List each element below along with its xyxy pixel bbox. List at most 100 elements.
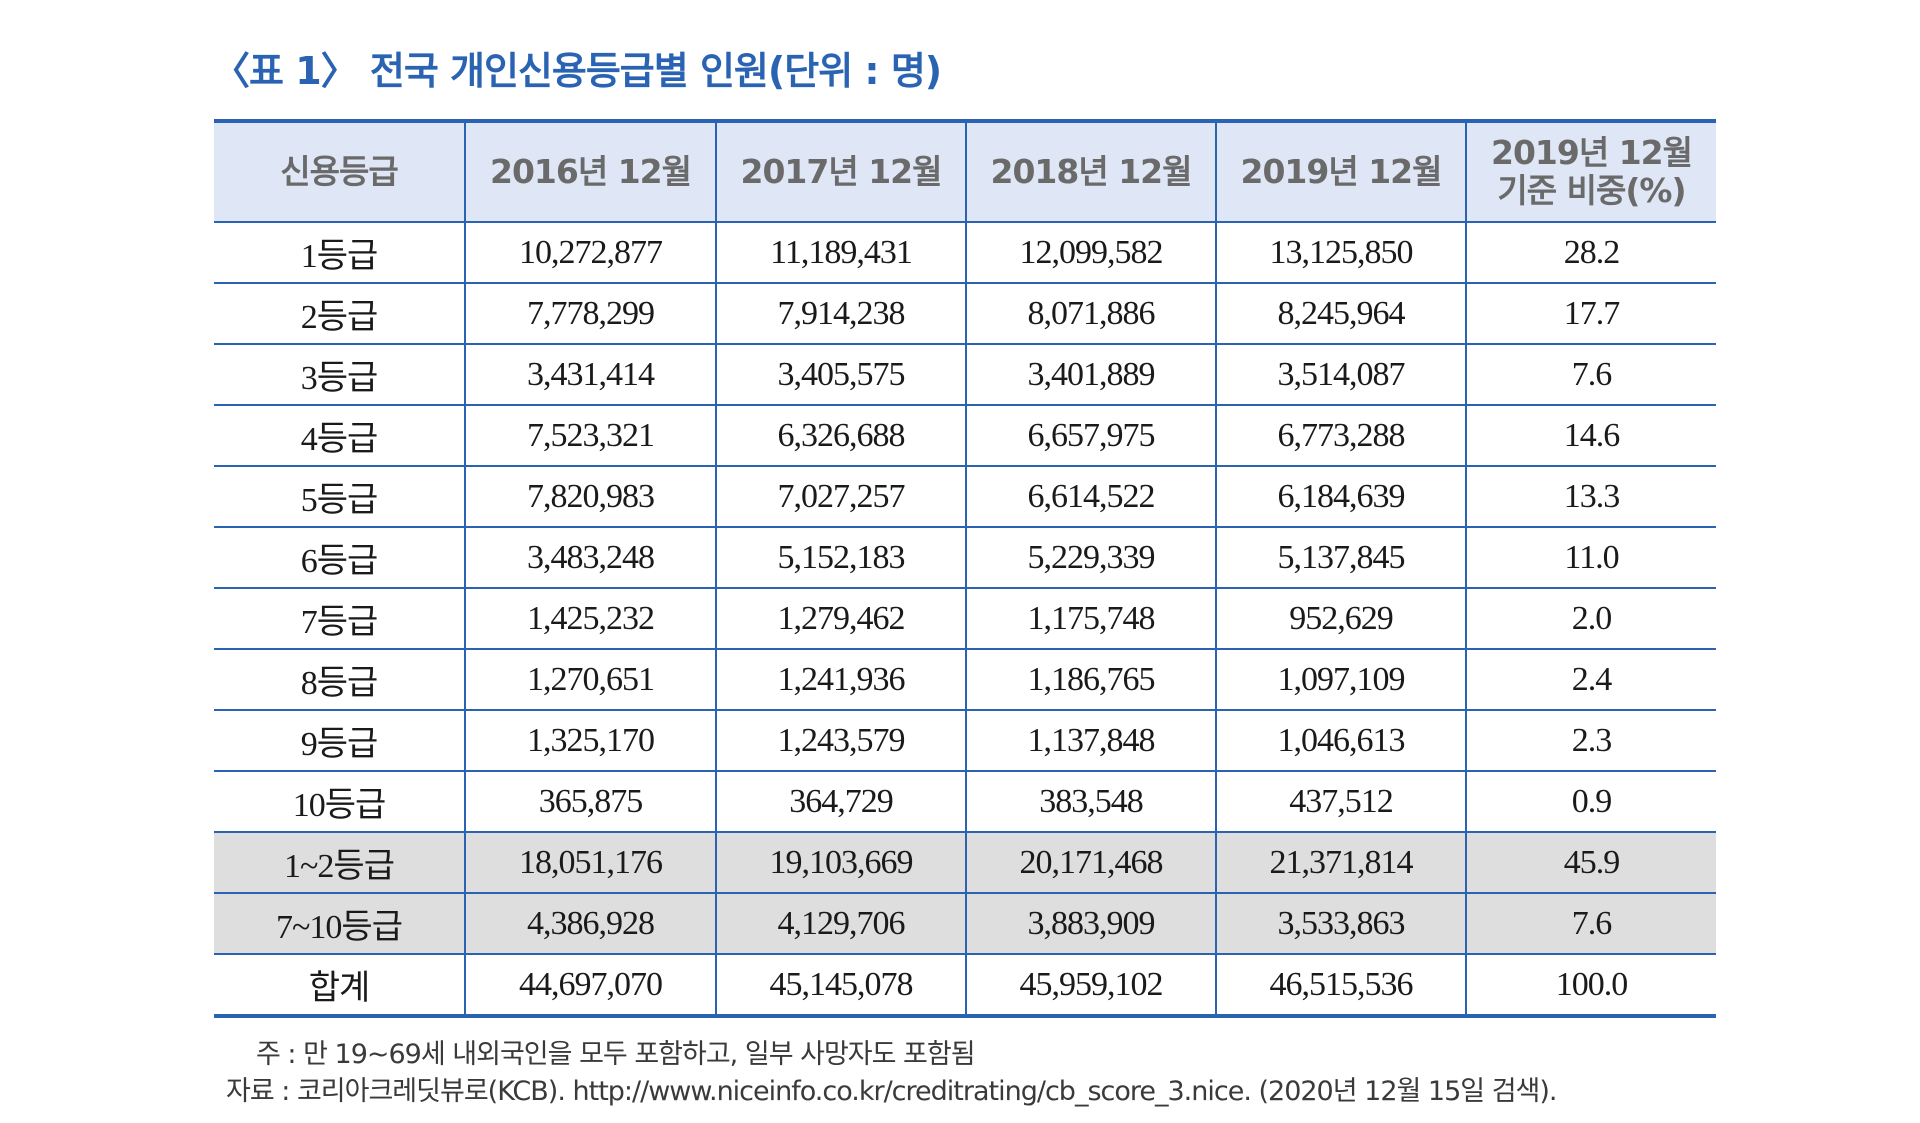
value-cell: 6,614,522	[965, 466, 1216, 528]
table-row: 7등급 1,425,232 1,279,462 1,175,748 952,62…	[214, 588, 1716, 650]
value-cell: 1,325,170	[464, 710, 716, 772]
value-cell: 4,386,928	[464, 893, 716, 955]
value-cell: 10,272,877	[464, 222, 716, 284]
share-cell: 0.9	[1465, 771, 1716, 833]
value-cell: 45,959,102	[965, 954, 1216, 1016]
grade-cell: 6등급	[214, 527, 465, 589]
credit-grade-table: 신용등급 2016년 12월 2017년 12월 2018년 12월 2019년…	[214, 119, 1716, 1018]
table-note: 주 : 만 19~69세 내외국인을 모두 포함하고, 일부 사망자도 포함됨	[256, 1039, 976, 1070]
grade-cell: 9등급	[214, 710, 465, 772]
header-2017-dec: 2017년 12월	[715, 121, 966, 223]
header-share-line2: 기준 비중(%)	[1497, 171, 1686, 210]
value-cell: 8,071,886	[965, 283, 1216, 345]
value-cell: 437,512	[1215, 771, 1466, 833]
value-cell: 1,046,613	[1215, 710, 1466, 772]
value-cell: 1,270,651	[464, 649, 716, 711]
value-cell: 952,629	[1215, 588, 1466, 650]
value-cell: 46,515,536	[1215, 954, 1466, 1016]
subtotal-row: 7~10등급 4,386,928 4,129,706 3,883,909 3,5…	[214, 893, 1716, 955]
subtotal-row: 1~2등급 18,051,176 19,103,669 20,171,468 2…	[214, 832, 1716, 894]
value-cell: 45,145,078	[715, 954, 966, 1016]
grade-cell: 7등급	[214, 588, 465, 650]
value-cell: 3,883,909	[965, 893, 1216, 955]
grade-cell: 합계	[308, 970, 371, 1007]
value-cell: 44,697,070	[464, 954, 716, 1016]
share-cell: 28.2	[1465, 222, 1716, 284]
header-credit-grade: 신용등급	[214, 121, 465, 223]
share-cell: 7.6	[1465, 344, 1716, 406]
value-cell: 6,326,688	[715, 405, 966, 467]
table-row: 6등급 3,483,248 5,152,183 5,229,339 5,137,…	[214, 527, 1716, 589]
grade-cell: 2등급	[214, 283, 465, 345]
value-cell: 1,137,848	[965, 710, 1216, 772]
value-cell: 21,371,814	[1215, 832, 1466, 894]
grade-cell: 8등급	[214, 649, 465, 711]
value-cell: 3,401,889	[965, 344, 1216, 406]
value-cell: 1,097,109	[1215, 649, 1466, 711]
share-cell: 11.0	[1465, 527, 1716, 589]
value-cell: 364,729	[715, 771, 966, 833]
value-cell: 7,914,238	[715, 283, 966, 345]
value-cell: 18,051,176	[464, 832, 716, 894]
table-row: 3등급 3,431,414 3,405,575 3,401,889 3,514,…	[214, 344, 1716, 406]
share-cell: 2.0	[1465, 588, 1716, 650]
value-cell: 5,229,339	[965, 527, 1216, 589]
value-cell: 6,657,975	[965, 405, 1216, 467]
value-cell: 6,773,288	[1215, 405, 1466, 467]
value-cell: 19,103,669	[715, 832, 966, 894]
table-header-row: 신용등급 2016년 12월 2017년 12월 2018년 12월 2019년…	[214, 121, 1716, 223]
grade-cell: 1~2등급	[214, 832, 465, 894]
share-cell: 2.3	[1465, 710, 1716, 772]
value-cell: 1,186,765	[965, 649, 1216, 711]
value-cell: 365,875	[464, 771, 716, 833]
table-row: 1등급 10,272,877 11,189,431 12,099,582 13,…	[214, 222, 1716, 284]
share-cell: 7.6	[1465, 893, 1716, 955]
value-cell: 6,184,639	[1215, 466, 1466, 528]
header-share-2019: 2019년 12월 기준 비중(%)	[1465, 121, 1716, 223]
table-row: 9등급 1,325,170 1,243,579 1,137,848 1,046,…	[214, 710, 1716, 772]
value-cell: 3,533,863	[1215, 893, 1466, 955]
share-cell: 17.7	[1465, 283, 1716, 345]
value-cell: 8,245,964	[1215, 283, 1466, 345]
share-cell: 13.3	[1465, 466, 1716, 528]
value-cell: 1,243,579	[715, 710, 966, 772]
table-row: 2등급 7,778,299 7,914,238 8,071,886 8,245,…	[214, 283, 1716, 345]
value-cell: 20,171,468	[965, 832, 1216, 894]
value-cell: 383,548	[965, 771, 1216, 833]
share-cell: 100.0	[1465, 954, 1716, 1016]
header-2016-dec: 2016년 12월	[464, 121, 716, 223]
grade-cell: 10등급	[214, 771, 465, 833]
grade-cell: 1등급	[214, 222, 465, 284]
grade-cell: 3등급	[214, 344, 465, 406]
value-cell: 7,820,983	[464, 466, 716, 528]
value-cell: 7,778,299	[464, 283, 716, 345]
table-row: 10등급 365,875 364,729 383,548 437,512 0.9	[214, 771, 1716, 833]
grade-cell: 4등급	[214, 405, 465, 467]
value-cell: 3,514,087	[1215, 344, 1466, 406]
header-2018-dec: 2018년 12월	[965, 121, 1216, 223]
value-cell: 7,027,257	[715, 466, 966, 528]
share-cell: 2.4	[1465, 649, 1716, 711]
value-cell: 7,523,321	[464, 405, 716, 467]
header-2019-dec: 2019년 12월	[1215, 121, 1466, 223]
value-cell: 12,099,582	[965, 222, 1216, 284]
total-row: 합계 44,697,070 45,145,078 45,959,102 46,5…	[214, 954, 1716, 1016]
value-cell: 1,241,936	[715, 649, 966, 711]
value-cell: 1,175,748	[965, 588, 1216, 650]
table-row: 4등급 7,523,321 6,326,688 6,657,975 6,773,…	[214, 405, 1716, 467]
grade-cell: 7~10등급	[214, 893, 465, 955]
table-row: 8등급 1,270,651 1,241,936 1,186,765 1,097,…	[214, 649, 1716, 711]
table-title: 〈표 1〉 전국 개인신용등급별 인원(단위 : 명)	[212, 49, 942, 93]
value-cell: 5,137,845	[1215, 527, 1466, 589]
value-cell: 11,189,431	[715, 222, 966, 284]
value-cell: 5,152,183	[715, 527, 966, 589]
value-cell: 4,129,706	[715, 893, 966, 955]
value-cell: 1,425,232	[464, 588, 716, 650]
value-cell: 3,405,575	[715, 344, 966, 406]
value-cell: 3,431,414	[464, 344, 716, 406]
share-cell: 45.9	[1465, 832, 1716, 894]
header-share-line1: 2019년 12월	[1491, 133, 1693, 172]
value-cell: 1,279,462	[715, 588, 966, 650]
value-cell: 13,125,850	[1215, 222, 1466, 284]
value-cell: 3,483,248	[464, 527, 716, 589]
